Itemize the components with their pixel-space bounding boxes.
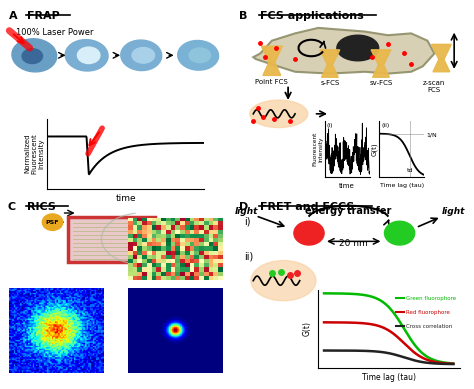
Polygon shape (253, 28, 434, 74)
Ellipse shape (65, 40, 108, 71)
X-axis label: time: time (115, 194, 136, 203)
Circle shape (42, 214, 63, 230)
Text: ii): ii) (244, 251, 253, 261)
Polygon shape (433, 60, 450, 72)
Text: FCS applications: FCS applications (260, 11, 364, 21)
Ellipse shape (121, 40, 162, 70)
Text: light: light (441, 207, 465, 216)
Bar (68, 217, 155, 263)
Text: td: td (407, 168, 414, 173)
Ellipse shape (250, 100, 308, 128)
Text: (i): (i) (327, 123, 333, 128)
Polygon shape (371, 50, 391, 65)
Text: 20 nm: 20 nm (339, 239, 367, 248)
Ellipse shape (77, 47, 100, 63)
Text: 1/N: 1/N (427, 132, 437, 137)
Polygon shape (431, 44, 451, 60)
Text: Red fluorophore: Red fluorophore (406, 310, 450, 315)
Text: 100% Laser Power: 100% Laser Power (16, 28, 94, 37)
Text: PSF: PSF (46, 220, 59, 225)
Text: Cross correlation: Cross correlation (406, 324, 452, 329)
Circle shape (384, 221, 415, 245)
X-axis label: Time lag (tau): Time lag (tau) (362, 373, 416, 382)
Ellipse shape (178, 40, 219, 70)
Text: FRAP: FRAP (27, 11, 60, 21)
Bar (68, 217, 155, 263)
Text: D: D (239, 202, 248, 212)
Polygon shape (373, 65, 390, 77)
Ellipse shape (251, 261, 316, 301)
Y-axis label: Fluorescent
Intensity: Fluorescent Intensity (312, 131, 323, 166)
Polygon shape (261, 46, 283, 62)
Ellipse shape (189, 48, 210, 63)
Text: RICS: RICS (27, 202, 56, 212)
Polygon shape (320, 50, 340, 65)
X-axis label: time: time (339, 182, 355, 189)
Text: light: light (235, 207, 258, 216)
Text: FRET and FCCS: FRET and FCCS (260, 202, 355, 212)
Polygon shape (321, 65, 338, 77)
Text: Green fluorophore: Green fluorophore (406, 296, 456, 301)
Polygon shape (263, 62, 281, 75)
Y-axis label: Normalized
Fluorescent
Intensity: Normalized Fluorescent Intensity (25, 133, 45, 174)
Text: z-scan
FCS: z-scan FCS (423, 80, 446, 93)
Text: Point FCS: Point FCS (255, 79, 288, 85)
Text: B: B (239, 11, 248, 21)
Ellipse shape (12, 39, 57, 72)
Text: (ii): (ii) (381, 123, 389, 128)
Text: i): i) (244, 217, 250, 227)
Text: A: A (9, 11, 18, 21)
Circle shape (294, 221, 324, 245)
Text: s-FCS: s-FCS (320, 80, 339, 86)
Text: sv-FCS: sv-FCS (369, 80, 392, 86)
X-axis label: Time lag (tau): Time lag (tau) (380, 182, 424, 187)
Ellipse shape (132, 47, 155, 63)
Text: energy transfer: energy transfer (305, 206, 392, 216)
Y-axis label: G(t): G(t) (303, 321, 312, 336)
Text: C: C (7, 202, 15, 212)
Ellipse shape (22, 49, 43, 63)
Y-axis label: G(t): G(t) (371, 142, 378, 156)
Ellipse shape (337, 35, 379, 61)
